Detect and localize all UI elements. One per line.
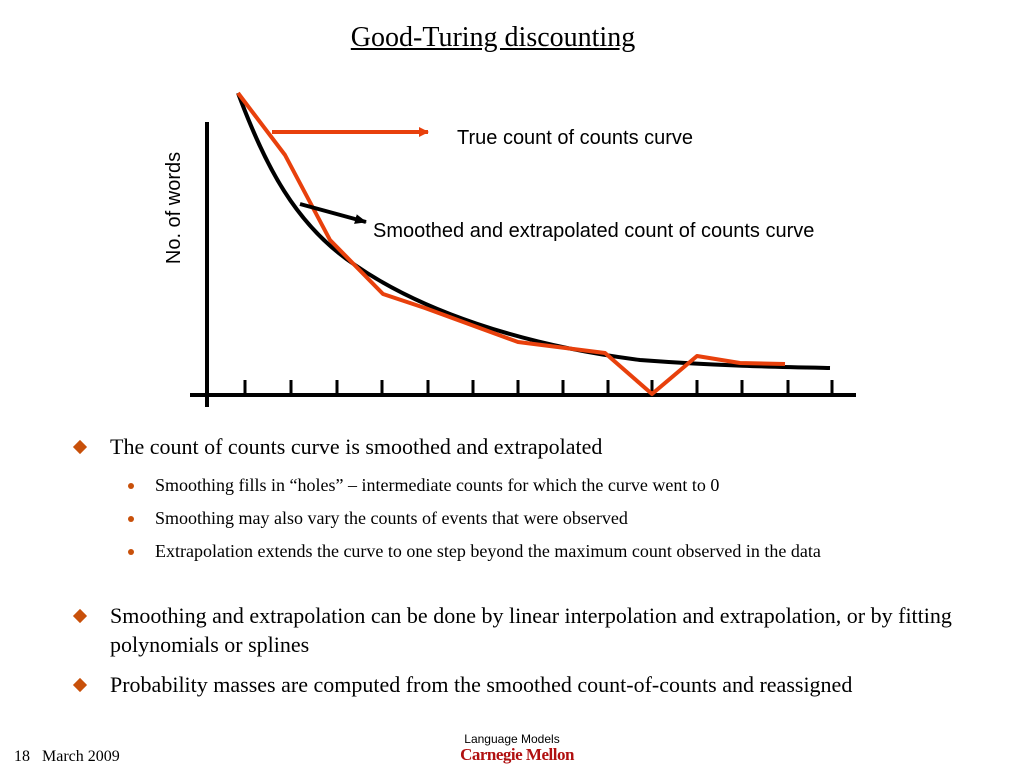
bullet: Probability masses are computed from the… bbox=[110, 672, 853, 697]
bullet: Smoothing and extrapolation can be done … bbox=[110, 603, 952, 657]
annotation: Smoothed and extrapolated count of count… bbox=[373, 220, 814, 242]
sub-bullet: Smoothing may also vary the counts of ev… bbox=[155, 508, 628, 528]
footer-center: Language Models bbox=[464, 732, 560, 746]
arrow-smooth bbox=[299, 202, 367, 224]
bullet: The count of counts curve is smoothed an… bbox=[110, 434, 603, 459]
logo: Carnegie Mellon bbox=[460, 745, 574, 764]
sub-bullet-marker bbox=[128, 549, 134, 555]
sub-bullet-marker bbox=[128, 483, 134, 489]
annotation: True count of counts curve bbox=[457, 127, 693, 149]
sub-bullet: Smoothing fills in “holes” – intermediat… bbox=[155, 475, 720, 495]
sub-bullet: Extrapolation extends the curve to one s… bbox=[155, 541, 821, 561]
slide-title: Good-Turing discounting bbox=[350, 22, 636, 53]
smooth-curve bbox=[236, 92, 831, 370]
y-axis-label: No. of words bbox=[163, 152, 185, 264]
page-number: 18 bbox=[14, 748, 30, 765]
sub-bullet-marker bbox=[128, 516, 134, 522]
axes bbox=[190, 122, 856, 407]
footer-date: March 2009 bbox=[42, 748, 120, 765]
true-curve bbox=[236, 91, 786, 396]
